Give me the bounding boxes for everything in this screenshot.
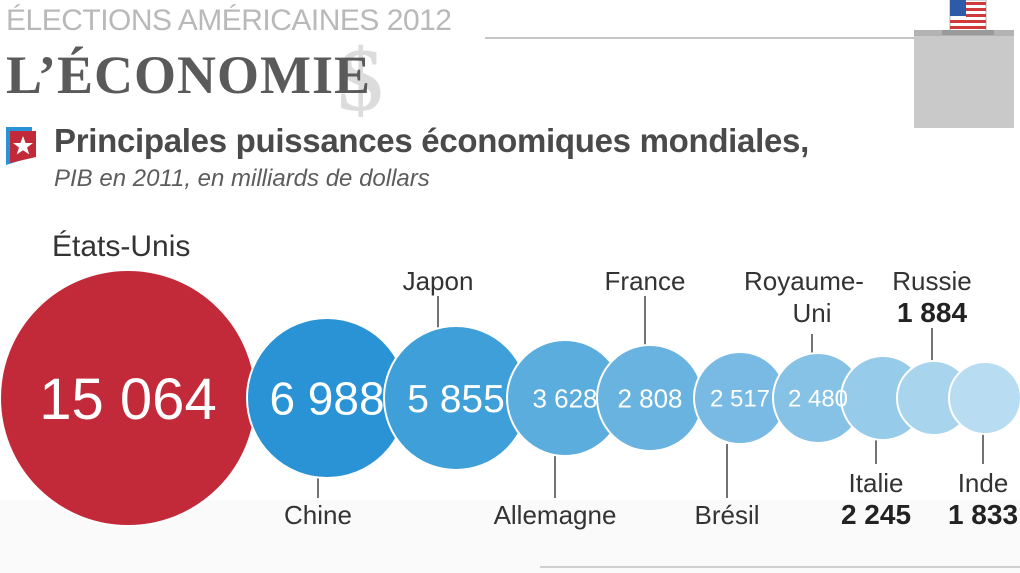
country-label-russie: Russie (892, 266, 971, 296)
country-label-italie: Italie (849, 468, 904, 498)
value-label-japon: 5 855 (407, 378, 505, 421)
value-label-italie: 2 245 (841, 499, 911, 530)
country-label-bresil: Brésil (694, 500, 759, 530)
bottom-divider (540, 566, 1020, 568)
value-label-inde: 1 833 (948, 499, 1018, 530)
country-label-royaume-uni: Royaume-Uni (744, 266, 864, 328)
country-label-france: France (605, 266, 686, 296)
country-label-chine: Chine (284, 500, 352, 530)
value-label-france: 2 808 (617, 383, 682, 413)
bubble-inde (948, 361, 1020, 435)
kicker-title: ÉLECTIONS AMÉRICAINES 2012 (6, 4, 452, 37)
value-label-royaume-uni: 2 480 (788, 386, 848, 413)
country-label-allemagne: Allemagne (494, 500, 617, 530)
ballot-box-icon (912, 0, 1020, 132)
value-label-etats-unis: 15 064 (39, 367, 216, 432)
chart-subtitle: Principales puissances économiques mondi… (54, 122, 809, 159)
value-label-allemagne: 3 628 (532, 383, 597, 413)
value-label-russie: 1 884 (897, 297, 967, 328)
kicker-divider (485, 37, 915, 39)
star-badge-icon (6, 127, 40, 165)
dollar-icon: $ (338, 31, 383, 130)
value-label-chine: 6 988 (269, 373, 384, 425)
value-label-bresil: 2 517 (710, 386, 770, 413)
country-label-inde: Inde (958, 468, 1009, 498)
chart-unit: PIB en 2011, en milliards de dollars (54, 165, 430, 192)
country-label-japon: Japon (403, 266, 474, 296)
page-title: L’ÉCONOMIE (6, 45, 372, 105)
country-label-etats-unis: États-Unis (52, 230, 190, 263)
